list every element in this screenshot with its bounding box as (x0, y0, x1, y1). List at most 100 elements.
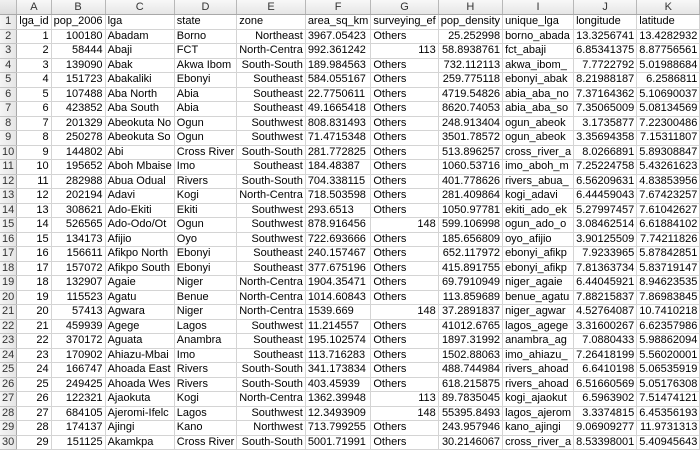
cell[interactable]: 1050.97781 (438, 203, 504, 218)
cell[interactable]: 1 (16, 29, 52, 44)
cell[interactable]: 7.15311807 (636, 130, 700, 146)
row-header[interactable]: 10 (0, 145, 18, 160)
cell[interactable]: 5.43261623 (636, 159, 700, 175)
cell[interactable]: 377.675196 (305, 261, 372, 276)
cell[interactable]: niger_agwar (502, 304, 575, 320)
column-header[interactable]: G (370, 0, 439, 15)
cell[interactable]: Others (370, 188, 439, 204)
cell[interactable]: 5.08134569 (636, 101, 700, 117)
cell[interactable]: 6.45356193 (636, 406, 700, 421)
cell[interactable]: Aboh Mbaise (105, 159, 175, 175)
cell[interactable]: 6.2586811 (636, 72, 700, 88)
row-header[interactable]: 14 (0, 203, 18, 218)
cell[interactable]: Ogun (174, 217, 238, 233)
cell[interactable]: Ogun (174, 130, 238, 146)
cell[interactable]: 151125 (51, 435, 106, 450)
cell[interactable]: Agwara (105, 304, 175, 320)
cell[interactable]: 148 (370, 217, 439, 233)
cell[interactable]: 6.61884102 (636, 217, 700, 233)
cell[interactable]: 122321 (51, 391, 106, 407)
cell[interactable]: 113.859689 (438, 290, 504, 305)
cell[interactable]: 189.984563 (305, 58, 372, 73)
cell[interactable]: 5.83719147 (636, 261, 700, 276)
cell[interactable]: 6.85341375 (573, 43, 638, 59)
cell[interactable]: Abi (105, 145, 175, 160)
cell[interactable]: 156611 (51, 246, 106, 262)
cell[interactable]: Borno (174, 29, 238, 44)
cell[interactable]: Kogi (174, 188, 238, 204)
cell[interactable]: latitude (636, 14, 700, 30)
cell[interactable]: 16 (16, 246, 52, 262)
cell[interactable]: 250278 (51, 130, 106, 146)
cell[interactable]: Southeast (236, 72, 306, 88)
cell[interactable]: Others (370, 116, 439, 131)
cell[interactable]: rivers_abua_ (502, 174, 575, 189)
cell[interactable]: 293.6513 (305, 203, 372, 218)
cell[interactable]: North-Centra (236, 391, 306, 407)
cell[interactable]: 58444 (51, 43, 106, 59)
cell[interactable]: 113 (370, 43, 439, 59)
cell[interactable]: Others (370, 203, 439, 218)
cell[interactable]: Akwa Ibom (174, 58, 238, 73)
cell[interactable]: 12.3493909 (305, 406, 372, 421)
cell[interactable]: Others (370, 377, 439, 392)
cell[interactable]: 281.772825 (305, 145, 372, 160)
cell[interactable]: 584.055167 (305, 72, 372, 88)
cell[interactable]: 10.7410218 (636, 304, 700, 320)
cell[interactable]: Southwest (236, 130, 306, 146)
cell[interactable]: South-South (236, 435, 306, 450)
cell[interactable]: 113.716283 (305, 348, 372, 363)
cell[interactable]: 8.94623535 (636, 275, 700, 291)
cell[interactable]: 29 (16, 435, 52, 450)
cell[interactable]: Southwest (236, 406, 306, 421)
cell[interactable]: 1060.53716 (438, 159, 504, 175)
cell[interactable]: 7.22300486 (636, 116, 700, 131)
cell[interactable]: 618.215875 (438, 377, 504, 392)
cell[interactable]: 14 (16, 217, 52, 233)
cell[interactable]: 240.157467 (305, 246, 372, 262)
row-header[interactable]: 29 (0, 420, 18, 436)
cell[interactable]: 115523 (51, 290, 106, 305)
cell[interactable]: 22.7750611 (305, 87, 372, 102)
cell[interactable]: 4.52764087 (573, 304, 638, 320)
cell[interactable]: 134173 (51, 232, 106, 247)
row-header[interactable]: 27 (0, 391, 18, 407)
cell[interactable]: 6 (16, 101, 52, 117)
cell[interactable]: Aba South (105, 101, 175, 117)
cell[interactable]: 3.90125509 (573, 232, 638, 247)
cell[interactable]: borno_abada (502, 29, 575, 44)
cell[interactable]: 5 (16, 87, 52, 102)
cell[interactable]: 7.35065009 (573, 101, 638, 117)
cell[interactable]: 5.98862094 (636, 333, 700, 349)
cell[interactable]: 5.01988684 (636, 58, 700, 73)
row-header[interactable]: 25 (0, 362, 18, 378)
cell[interactable]: 184.48387 (305, 159, 372, 175)
cell[interactable]: 3.31600267 (573, 319, 638, 334)
cell[interactable]: Ebonyi (174, 72, 238, 88)
cell[interactable]: 9.06909277 (573, 420, 638, 436)
cell[interactable]: 13 (16, 203, 52, 218)
cell[interactable]: 30.2146067 (438, 435, 504, 450)
cell[interactable]: Abia (174, 87, 238, 102)
cell[interactable]: 7.67423257 (636, 188, 700, 204)
column-header[interactable]: J (573, 0, 638, 15)
cell[interactable]: 25 (16, 377, 52, 392)
cell[interactable]: 28 (16, 420, 52, 436)
row-header[interactable]: 24 (0, 348, 18, 363)
cell[interactable]: 401.778626 (438, 174, 504, 189)
cell[interactable]: Abakaliki (105, 72, 175, 88)
cell[interactable]: 423852 (51, 101, 106, 117)
cell[interactable]: 1362.39948 (305, 391, 372, 407)
row-header[interactable]: 19 (0, 275, 18, 291)
cell[interactable]: Cross River (174, 435, 238, 450)
cell[interactable]: North-Centra (236, 43, 306, 59)
cell[interactable]: 732.112113 (438, 58, 504, 73)
cell[interactable]: fct_abaji (502, 43, 575, 59)
cell[interactable]: Northwest (236, 420, 306, 436)
cell[interactable]: 808.831493 (305, 116, 372, 131)
cell[interactable]: Ado-Ekiti (105, 203, 175, 218)
row-header[interactable]: 30 (0, 435, 18, 450)
cell[interactable]: Aguata (105, 333, 175, 349)
row-header[interactable]: 7 (0, 101, 18, 117)
cell[interactable]: kogi_ajaokut (502, 391, 575, 407)
